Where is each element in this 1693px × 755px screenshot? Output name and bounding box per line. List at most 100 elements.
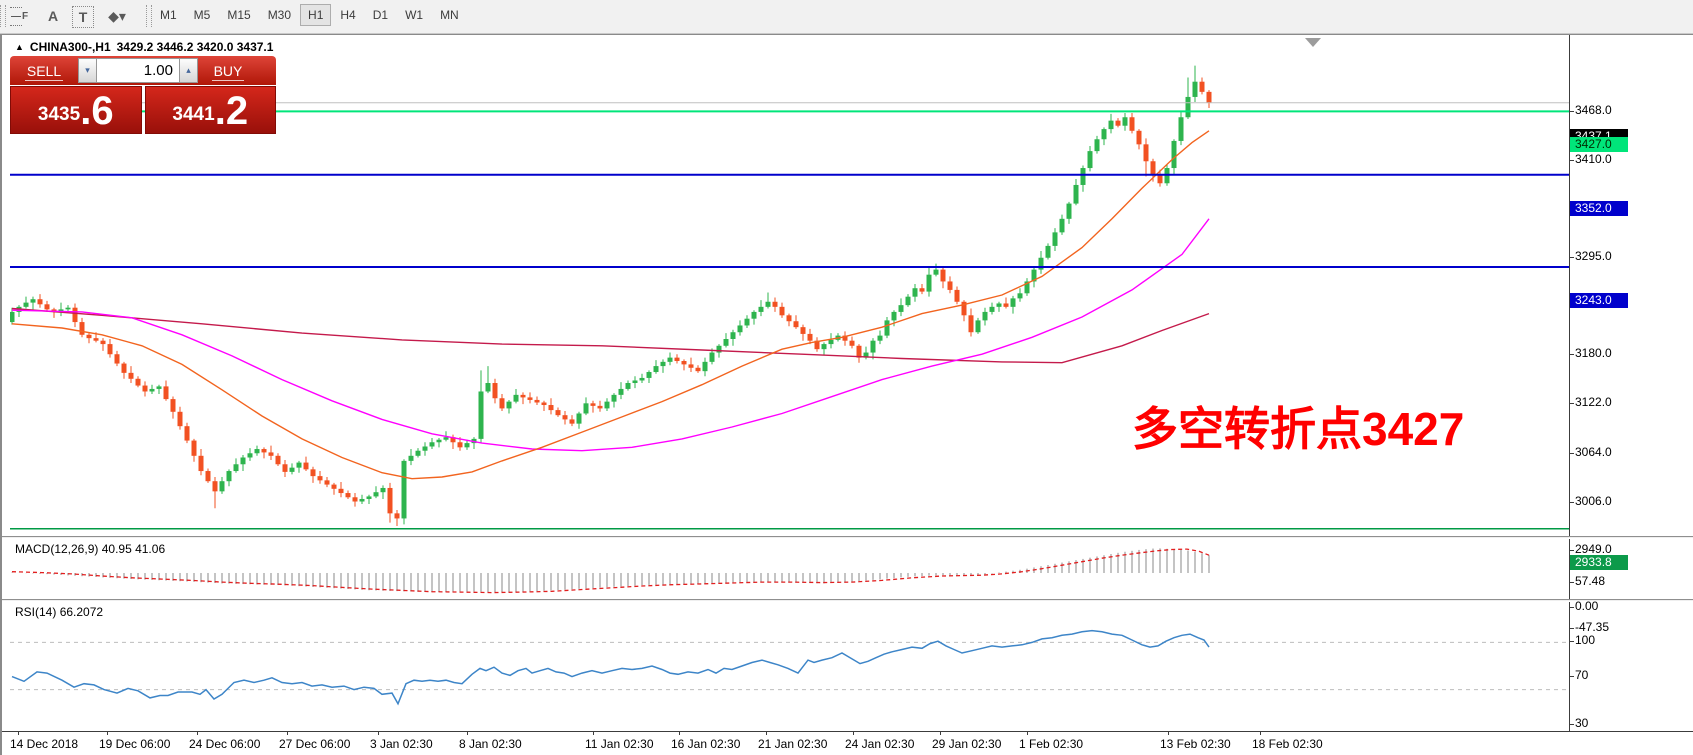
candle [1143, 144, 1149, 162]
candle [345, 493, 351, 498]
axis-tick [1569, 582, 1574, 583]
candle [513, 394, 519, 402]
buy-price-display[interactable]: 3441.2 [144, 86, 276, 134]
timeframe-button-M1[interactable]: M1 [152, 4, 185, 26]
candle [233, 464, 239, 472]
candle [198, 455, 204, 472]
price-tick-label: 3295.0 [1575, 249, 1612, 264]
price-badge: 3243.0 [1570, 293, 1628, 309]
rsi-indicator-chart[interactable] [10, 602, 1569, 731]
candle [303, 462, 309, 470]
timeframe-button-MN[interactable]: MN [432, 4, 467, 26]
rsi-tick-label: 30 [1575, 715, 1589, 730]
candle [401, 460, 407, 519]
candle [863, 352, 869, 358]
panel-separator-rsi[interactable] [2, 599, 1693, 602]
buy-button[interactable]: BUY [198, 56, 258, 85]
price-tick-label: 3468.0 [1575, 102, 1612, 117]
timeframe-button-H1[interactable]: H1 [300, 4, 332, 26]
arrows-tool-icon[interactable]: ◆▾ [108, 7, 126, 24]
collapse-triangle-icon[interactable]: ▲ [15, 42, 24, 52]
time-tick [1168, 731, 1169, 735]
candle [856, 345, 862, 358]
timeframe-button-D1[interactable]: D1 [365, 4, 396, 26]
fibonacci-tool-icon[interactable]: — F [6, 4, 32, 28]
axis-tick [1569, 607, 1574, 608]
trade-panel-prices: 3435.6 3441.2 [10, 86, 276, 134]
candle [982, 311, 988, 321]
candle [1080, 168, 1086, 185]
macd-tick-label: 0.00 [1575, 599, 1599, 613]
candle [149, 388, 155, 392]
candle [919, 288, 925, 292]
rsi-panel-title: RSI(14) 66.2072 [15, 605, 104, 619]
macd-panel-title: MACD(12,26,9) 40.95 41.06 [15, 542, 166, 556]
candle [576, 413, 582, 424]
macd-tick-label: -47.35 [1575, 619, 1610, 634]
candle [520, 394, 526, 398]
candle [1052, 232, 1058, 246]
sell-price-display[interactable]: 3435.6 [10, 86, 142, 134]
price-badge: 3352.0 [1570, 200, 1628, 216]
candle [1171, 140, 1177, 169]
chart-shift-marker-icon[interactable] [1305, 38, 1321, 47]
candle [373, 492, 379, 497]
sell-button[interactable]: SELL [10, 56, 78, 85]
panel-separator-macd[interactable] [2, 536, 1693, 539]
candle [744, 318, 750, 326]
macd-indicator-chart[interactable] [10, 539, 1569, 599]
candle [191, 440, 197, 456]
candle [912, 288, 918, 297]
timeframe-toolbar: M1 M5 M15 M30 H1 H4 D1 W1 MN [152, 4, 468, 26]
timeframe-button-M5[interactable]: M5 [186, 4, 219, 26]
candle [93, 338, 99, 341]
time-tick [287, 731, 288, 735]
candle [156, 386, 162, 389]
candle [506, 401, 512, 409]
time-tick [853, 731, 854, 735]
toolbar-drag-handle[interactable] [0, 5, 6, 27]
candle [961, 301, 967, 316]
candle [142, 385, 148, 392]
candle [296, 462, 302, 468]
candle [968, 315, 974, 333]
timeframe-button-M30[interactable]: M30 [260, 4, 299, 26]
candle [646, 372, 652, 378]
label-tool-icon[interactable]: T [72, 6, 94, 28]
candle [219, 481, 225, 492]
candle [359, 498, 365, 502]
sell-price-main: 3435 [37, 104, 81, 125]
candle [555, 410, 561, 416]
candle [415, 450, 421, 456]
candle [709, 352, 715, 362]
axis-tick [1569, 723, 1574, 725]
candle [79, 322, 85, 335]
timeframe-button-M15[interactable]: M15 [219, 4, 258, 26]
candle [674, 357, 680, 362]
time-axis[interactable]: 14 Dec 2018 19 Dec 06:00 24 Dec 06:00 27 De… [2, 731, 1693, 755]
volume-decrease-button[interactable]: ▾ [78, 58, 97, 83]
toolbar-drag-handle-2[interactable] [146, 5, 152, 27]
timeframe-button-H4[interactable]: H4 [332, 4, 363, 26]
candle [457, 442, 463, 448]
axis-tick [1569, 354, 1574, 356]
volume-increase-button[interactable]: ▴ [179, 58, 198, 83]
axis-tick [1569, 676, 1574, 678]
toolbar: — F A T ◆▾ M1 M5 M15 M30 H1 H4 D1 W1 MN [0, 0, 1693, 34]
candle [660, 361, 666, 367]
candle [821, 344, 827, 350]
candle [177, 411, 183, 427]
candle [590, 403, 596, 406]
price-tick-label: 3410.0 [1575, 151, 1612, 166]
candle [737, 325, 743, 333]
timeframe-button-W1[interactable]: W1 [397, 4, 431, 26]
text-tool-icon[interactable]: A [47, 8, 59, 24]
candle [408, 455, 414, 461]
volume-input[interactable] [97, 58, 179, 83]
rsi-tick-label: 100 [1575, 633, 1596, 647]
candle [23, 302, 29, 307]
candle [107, 344, 113, 355]
candle [898, 305, 904, 312]
candle [723, 339, 729, 346]
candle [618, 388, 624, 395]
